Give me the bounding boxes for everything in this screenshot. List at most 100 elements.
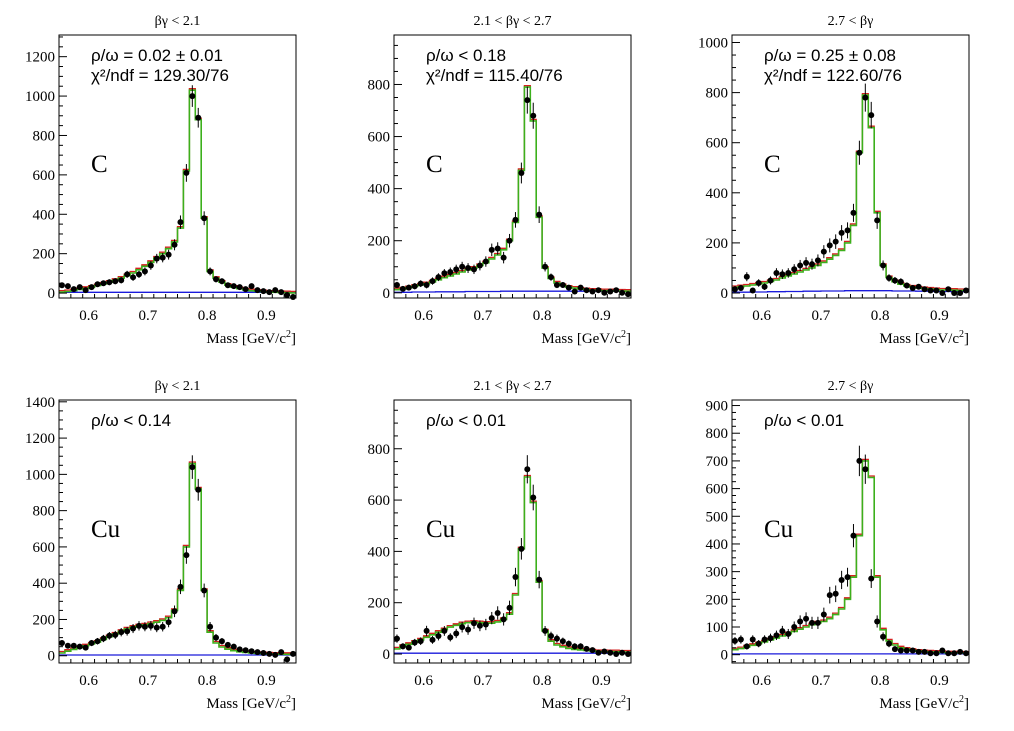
x-tick-label: 0.6 [752, 673, 771, 689]
data-point [112, 278, 119, 285]
x-tick-label: 0.7 [812, 673, 831, 689]
y-tick-label: 200 [368, 596, 391, 612]
data-point [512, 574, 519, 581]
x-tick-label: 0.8 [871, 308, 890, 324]
data-point [548, 633, 555, 640]
y-tick-label: 400 [33, 207, 56, 223]
data-point [405, 644, 412, 651]
total-fit-red-line [394, 84, 631, 291]
y-tick-label: 200 [706, 236, 729, 252]
data-point [76, 284, 83, 291]
data-point [500, 616, 507, 623]
fit-result-text: ρ/ω < 0.01 [764, 411, 844, 430]
data-point [613, 287, 620, 294]
y-tick-label: 1200 [25, 50, 55, 66]
y-tick-label: 1000 [25, 467, 55, 483]
data-point [272, 287, 279, 294]
data-point [897, 647, 904, 654]
data-point [921, 286, 928, 293]
data-point [147, 262, 154, 269]
data-point [159, 623, 166, 630]
panel-title: 2.1 < βγ < 2.7 [473, 379, 551, 394]
y-tick-label: 800 [33, 504, 56, 520]
target-label: C [426, 151, 443, 178]
data-point [230, 283, 237, 290]
data-point [411, 639, 418, 646]
total-fit-histogram [394, 476, 631, 653]
x-tick-label: 0.8 [198, 673, 217, 689]
y-tick-label: 900 [706, 399, 729, 415]
data-point [767, 277, 774, 284]
data-point [832, 590, 839, 597]
data-point [891, 646, 898, 653]
data-point [826, 242, 833, 249]
data-point [88, 640, 95, 647]
data-point [82, 644, 89, 651]
data-point [779, 628, 786, 635]
x-tick-label: 0.9 [257, 673, 276, 689]
data-point [106, 632, 113, 639]
x-tick-label: 0.9 [930, 673, 949, 689]
data-point [135, 622, 142, 629]
data-point [607, 288, 614, 295]
data-point [915, 648, 922, 655]
data-point [577, 643, 584, 650]
data-point [536, 211, 543, 218]
total-fit-red-line [59, 461, 296, 654]
y-tick-label: 400 [33, 576, 56, 592]
data-point [141, 623, 148, 630]
data-point [153, 624, 160, 631]
data-point [429, 278, 436, 285]
data-point [915, 283, 922, 290]
data-point [613, 651, 620, 658]
y-tick-label: 0 [383, 286, 391, 302]
data-point [423, 627, 430, 634]
data-point [278, 289, 285, 296]
data-point [761, 283, 768, 290]
data-point [850, 209, 857, 216]
data-point [201, 215, 208, 222]
data-point [512, 216, 519, 223]
data-point [850, 532, 857, 539]
data-point [124, 628, 131, 635]
x-axis-title: Mass [GeV/c2] [879, 329, 969, 347]
data-point [862, 466, 869, 473]
data-point [785, 630, 792, 637]
data-point [260, 288, 267, 295]
y-tick-label: 800 [706, 426, 729, 442]
data-point [435, 274, 442, 281]
data-point [933, 650, 940, 657]
data-point [820, 248, 827, 255]
data-point [619, 649, 626, 656]
data-point [124, 271, 131, 278]
x-tick-label: 0.8 [871, 673, 890, 689]
data-point [939, 647, 946, 654]
fit-result-text: χ²/ndf = 129.30/76 [91, 66, 229, 85]
data-point [957, 289, 964, 296]
data-point [589, 647, 596, 654]
data-point [773, 632, 780, 639]
x-tick-label: 0.7 [474, 673, 493, 689]
total-fit-histogram [732, 94, 969, 292]
data-point [583, 287, 590, 294]
x-axis-title: Mass [GeV/c2] [206, 694, 296, 712]
data-point [230, 643, 237, 650]
data-point [500, 254, 507, 261]
data-point [619, 289, 626, 296]
data-point [844, 574, 851, 581]
data-point [118, 277, 125, 284]
data-point [595, 287, 602, 294]
data-point [266, 289, 273, 296]
total-fit-red-line [732, 458, 969, 653]
data-point [236, 284, 243, 291]
data-point [70, 286, 77, 293]
x-tick-label: 0.7 [812, 308, 831, 324]
data-point [482, 258, 489, 265]
data-point [874, 217, 881, 224]
data-point [743, 273, 750, 280]
data-point [254, 649, 261, 656]
data-point [791, 266, 798, 273]
data-point [595, 649, 602, 656]
data-point [441, 270, 448, 277]
